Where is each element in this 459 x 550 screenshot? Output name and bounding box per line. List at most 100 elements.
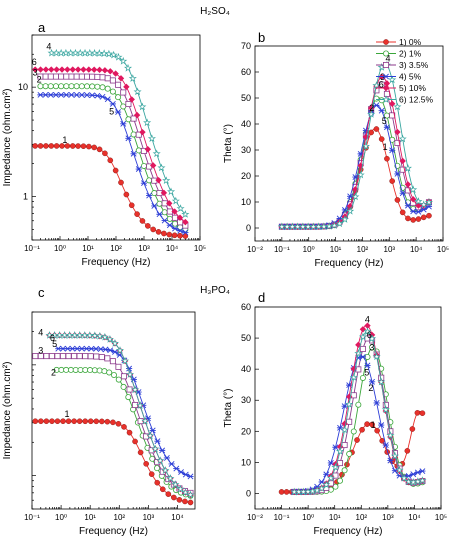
data-point: [393, 102, 402, 111]
data-point: [404, 477, 413, 486]
data-point: [114, 52, 123, 61]
data-point: [43, 143, 49, 149]
data-point: [100, 49, 109, 57]
data-point: [398, 134, 407, 143]
data-point: [99, 74, 106, 81]
data-point: [104, 49, 113, 58]
data-point: [63, 73, 70, 80]
data-point: [399, 209, 406, 216]
data-point: [149, 427, 156, 434]
data-point: [143, 461, 149, 467]
x-tick-label: 10⁰: [302, 513, 314, 522]
data-point: [135, 147, 142, 154]
series-number-label: 6: [32, 57, 37, 67]
data-point: [414, 197, 423, 205]
data-point: [172, 214, 179, 221]
data-point: [89, 92, 96, 99]
data-point: [147, 134, 156, 142]
data-point: [151, 203, 158, 209]
data-point: [119, 56, 128, 65]
data-point: [403, 163, 412, 172]
data-point: [354, 437, 360, 443]
data-point: [123, 83, 130, 91]
series-number-label: 1: [62, 135, 67, 145]
y-tick-label: 10: [18, 82, 28, 92]
y-axis-label: Impedance (ohm.cm²): [2, 362, 13, 460]
data-point: [82, 418, 88, 425]
data-point: [155, 229, 162, 235]
data-point: [325, 222, 334, 230]
data-point: [148, 471, 155, 477]
legend-marker: [381, 95, 391, 103]
data-point: [120, 373, 127, 380]
data-point: [125, 101, 132, 108]
data-point: [78, 92, 85, 98]
series-number-label: 2: [51, 368, 56, 378]
title-h2so4: H₂SO₄: [200, 6, 230, 17]
data-point: [317, 484, 326, 492]
data-point: [93, 418, 100, 425]
legend-entry: 3) 3.5%: [399, 60, 429, 70]
data-point: [109, 100, 116, 107]
data-point: [112, 70, 119, 77]
data-point: [96, 367, 103, 374]
data-point: [331, 463, 340, 471]
y-tick-label: 60: [241, 302, 251, 312]
data-point: [87, 353, 94, 360]
data-point: [115, 81, 122, 88]
data-point: [130, 131, 137, 138]
legend-marker: [382, 73, 390, 80]
data-point: [378, 97, 385, 104]
data-point: [139, 218, 146, 224]
data-point: [383, 80, 391, 87]
data-point: [80, 66, 87, 73]
data-point: [352, 174, 359, 181]
series-number-label: 2: [369, 103, 374, 113]
data-point: [160, 189, 168, 197]
data-point: [326, 473, 335, 482]
data-point: [106, 369, 113, 376]
data-point: [166, 222, 173, 229]
y-axis-label: Theta (°): [223, 124, 234, 163]
series-s2: [278, 95, 432, 230]
data-point: [367, 104, 375, 112]
data-point: [394, 170, 401, 177]
panel-label: d: [258, 290, 265, 305]
data-point: [32, 418, 39, 425]
series-line: [35, 420, 191, 503]
data-point: [156, 211, 163, 218]
data-point: [109, 50, 118, 59]
data-point: [47, 73, 54, 80]
data-point: [182, 218, 189, 226]
x-tick-label: 10²: [357, 245, 369, 254]
data-point: [120, 103, 127, 110]
data-point: [340, 215, 349, 223]
data-point: [100, 332, 109, 341]
data-point: [123, 191, 130, 198]
x-tick-label: 10¹: [329, 513, 341, 522]
data-point: [65, 418, 72, 425]
data-point: [120, 89, 127, 96]
data-point: [364, 421, 370, 427]
data-point: [52, 91, 60, 98]
series-number-label: 4: [365, 315, 370, 325]
data-point: [101, 67, 109, 74]
data-point: [356, 170, 365, 179]
series-s3: [291, 335, 426, 495]
data-point: [340, 425, 349, 434]
data-point: [48, 66, 55, 73]
data-point: [161, 209, 168, 216]
data-point: [345, 400, 354, 408]
data-point: [54, 353, 61, 360]
data-point: [115, 94, 122, 101]
data-point: [47, 91, 54, 98]
data-point: [76, 418, 83, 425]
y-tick-label: 50: [241, 93, 251, 103]
data-point: [139, 128, 146, 136]
data-point: [176, 214, 184, 221]
data-point: [415, 208, 422, 215]
data-point: [64, 66, 71, 73]
data-point: [157, 163, 166, 172]
data-point: [94, 92, 101, 99]
data-point: [32, 353, 39, 360]
